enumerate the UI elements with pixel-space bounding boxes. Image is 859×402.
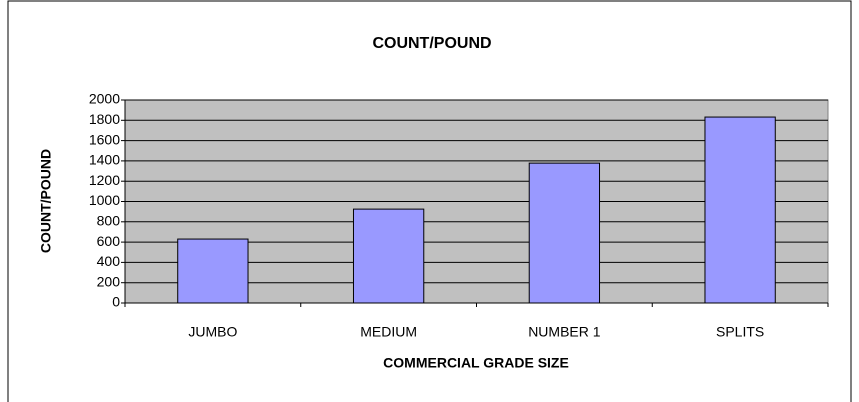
y-tick-label: 400	[97, 253, 121, 269]
x-axis-label: COMMERCIAL GRADE SIZE	[383, 355, 569, 371]
y-tick-label: 800	[97, 213, 121, 229]
bar	[704, 116, 776, 304]
y-tick-label: 1000	[89, 192, 120, 208]
y-tick-label: 600	[97, 233, 121, 249]
x-tick-label: NUMBER 1	[528, 324, 601, 340]
y-axis-label: COUNT/POUND	[38, 149, 54, 253]
chart-frame	[7, 0, 852, 402]
x-tick-label: MEDIUM	[360, 324, 417, 340]
x-tick-label: JUMBO	[188, 324, 237, 340]
y-tick-label: 1400	[89, 152, 120, 168]
x-tick-label: SPLITS	[716, 324, 764, 340]
y-tick-label: 1600	[89, 131, 120, 147]
bar	[177, 238, 249, 304]
y-tick-label: 2000	[89, 91, 120, 107]
y-tick-label: 1200	[89, 172, 120, 188]
y-tick-label: 0	[112, 294, 120, 310]
bar	[528, 162, 601, 304]
y-tick-label: 1800	[89, 111, 120, 127]
chart-title: COUNT/POUND	[372, 35, 491, 52]
y-tick-label: 200	[97, 273, 121, 289]
bar	[352, 208, 425, 304]
